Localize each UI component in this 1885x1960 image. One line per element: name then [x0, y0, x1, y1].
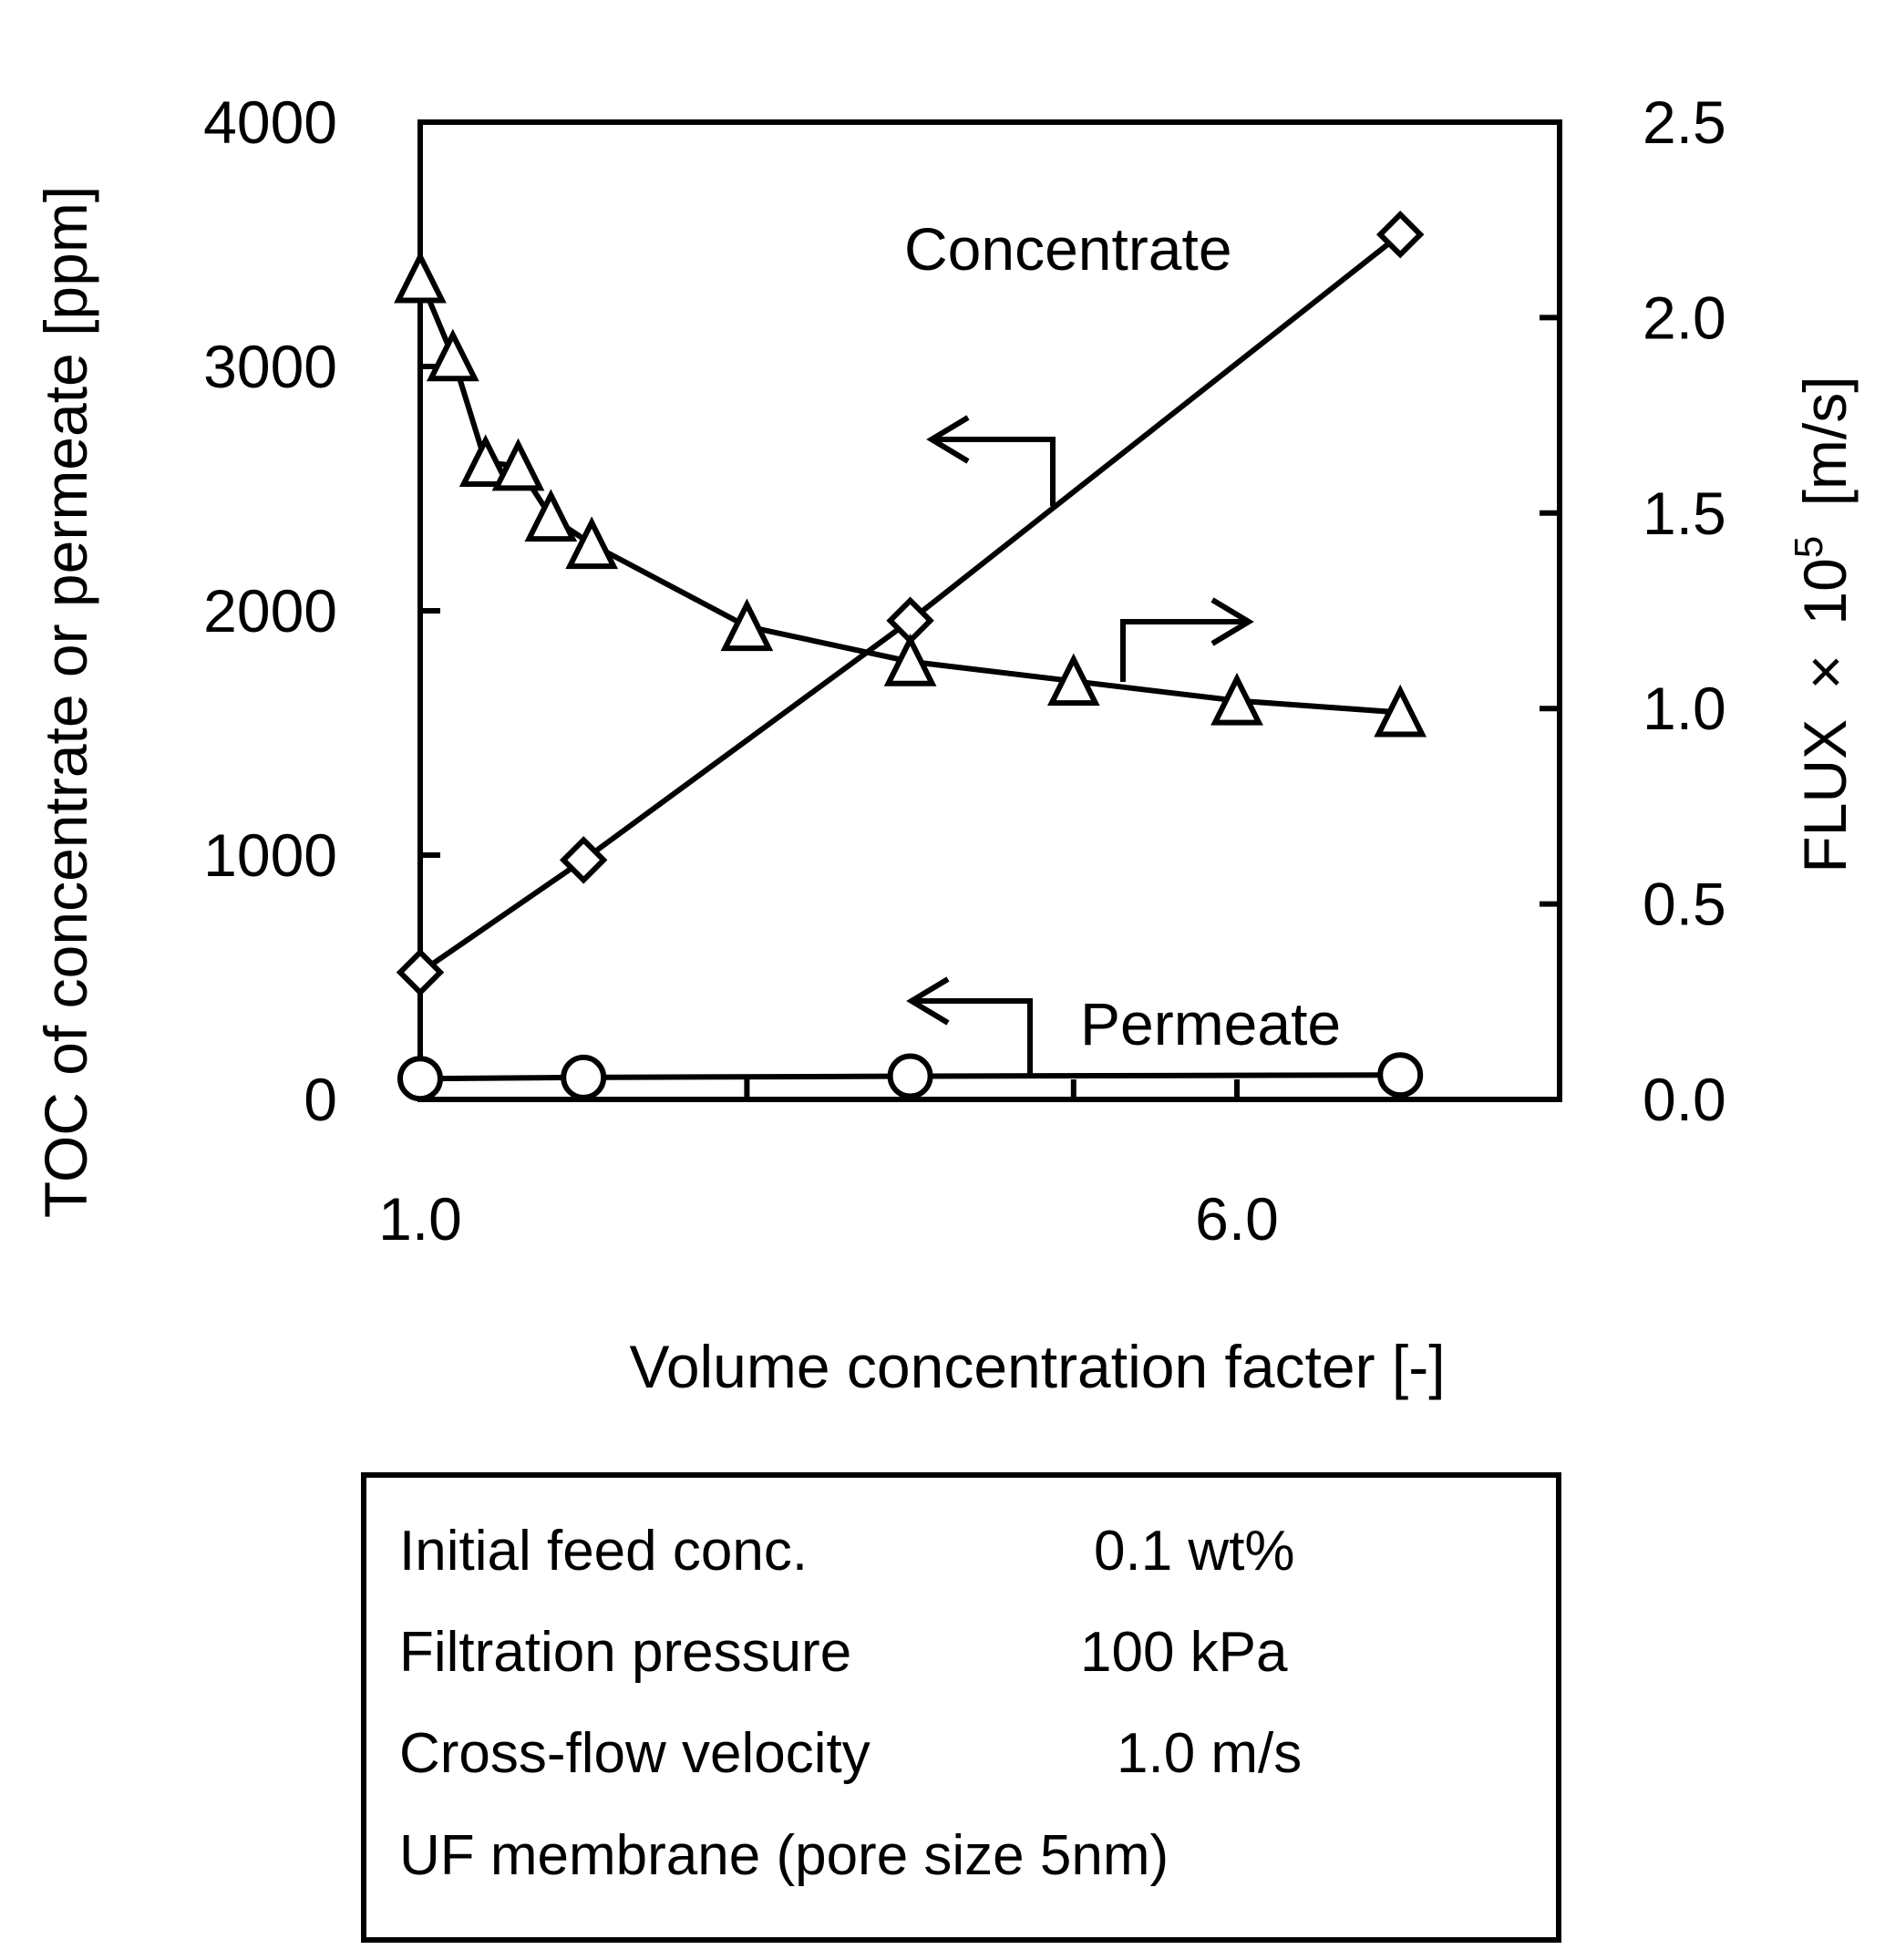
condition-label: Initial feed conc. [399, 1520, 808, 1583]
flux-marker [394, 250, 447, 304]
flux-right-arrow [1120, 597, 1254, 682]
series-layer [394, 211, 1427, 1102]
x-axis-title: Volume concentration facter [-] [629, 1333, 1445, 1400]
permeate-line [419, 1072, 1401, 1082]
concentrate-label: Concentrate [904, 215, 1232, 283]
concentrate-marker [1375, 211, 1425, 259]
flux-marker [524, 489, 578, 542]
flux-marker [565, 516, 619, 570]
left-axis-tick-labels: 0 1000 2000 3000 4000 [203, 88, 337, 1133]
permeate-marker [397, 1056, 443, 1102]
permeate-marker [561, 1054, 607, 1100]
right-axis-tick-label: 0.0 [1643, 1066, 1726, 1133]
left-axis-tick-label: 2000 [203, 577, 337, 645]
flux-marker [426, 328, 479, 382]
flux-marker [1210, 672, 1263, 726]
conditions-list: Initial feed conc. 0.1 wt% Filtration pr… [399, 1520, 1302, 1887]
permeate-marker [1377, 1052, 1424, 1099]
condition-value: 1.0 m/s [1117, 1722, 1302, 1785]
flux-marker [491, 438, 545, 491]
x-axis-tick-label: 1.0 [378, 1185, 462, 1253]
concentrate-marker [559, 836, 608, 884]
right-axis-tick-label: 2.0 [1643, 284, 1726, 351]
permeate-label: Permeate [1080, 990, 1341, 1057]
right-axis-tick-labels: 0.0 0.5 1.0 1.5 2.0 2.5 [1643, 88, 1726, 1133]
permeate-marker [887, 1053, 933, 1099]
flux-marker [883, 634, 937, 686]
right-axis-tick-label: 2.5 [1643, 88, 1726, 156]
right-axis-tick-label: 1.5 [1643, 480, 1726, 547]
flux-marker [1046, 653, 1100, 707]
condition-value: 0.1 wt% [1094, 1520, 1295, 1583]
left-axis-tick-label: 4000 [203, 88, 337, 156]
left-axis-title: TOC of concentrate or permeate [ppm] [32, 186, 99, 1218]
right-axis-tick-label: 1.0 [1643, 675, 1726, 742]
flux-marker [720, 598, 774, 652]
right-axis-title: FLUX × 105 [m/s] [1767, 376, 1859, 872]
concentrate-marker [396, 948, 445, 996]
permeate-left-arrow [906, 976, 1033, 1074]
condition-label: Filtration pressure [399, 1621, 851, 1684]
condition-value: 100 kPa [1080, 1621, 1288, 1684]
x-axis-tick-label: 6.0 [1195, 1185, 1279, 1253]
condition-label: UF membrane (pore size 5nm) [399, 1824, 1169, 1887]
flux-marker [1374, 684, 1427, 738]
conditions-box [361, 1472, 1561, 1943]
left-axis-tick-label: 0 [304, 1066, 337, 1133]
condition-label: Cross-flow velocity [399, 1722, 870, 1785]
left-axis-tick-label: 1000 [203, 821, 337, 889]
concentrate-left-arrow [926, 415, 1056, 506]
flux-marker [458, 434, 512, 488]
left-axis-tick-label: 3000 [203, 333, 337, 400]
concentrate-line [418, 232, 1403, 975]
right-axis-tick-label: 0.5 [1643, 871, 1726, 938]
x-axis-tick-labels: 1.0 6.0 [378, 1185, 1279, 1253]
